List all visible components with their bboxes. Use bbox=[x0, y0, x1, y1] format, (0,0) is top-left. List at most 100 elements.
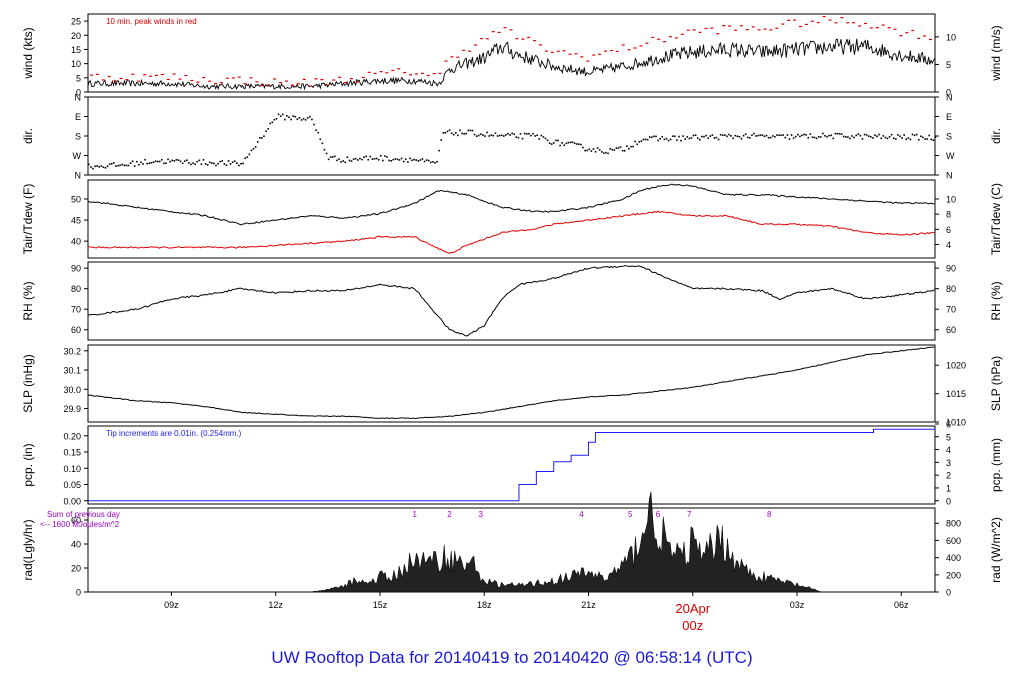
dir-point bbox=[429, 161, 432, 164]
dir-point bbox=[634, 140, 636, 143]
dir-point bbox=[204, 163, 207, 165]
dir-point bbox=[870, 136, 872, 138]
dir-point bbox=[379, 154, 382, 157]
dir-point bbox=[767, 136, 770, 139]
dir-point bbox=[227, 160, 230, 162]
dir-point bbox=[876, 135, 878, 138]
dir-point bbox=[286, 115, 288, 117]
dir-point bbox=[917, 138, 920, 141]
temp-ylabel-left: Tair/Tdew (F) bbox=[21, 184, 35, 255]
dir-point bbox=[684, 138, 687, 140]
dir-point bbox=[753, 132, 755, 135]
dir-point bbox=[582, 146, 584, 149]
dir-point bbox=[580, 143, 582, 146]
dir-point bbox=[390, 160, 392, 162]
dir-point bbox=[106, 165, 109, 168]
dir-point bbox=[817, 136, 820, 138]
dir-point bbox=[417, 160, 420, 162]
rad-marker-label: 1 bbox=[412, 510, 417, 519]
slp-left-tick-label: 30.2 bbox=[63, 346, 81, 356]
dir-point bbox=[279, 115, 282, 117]
wind-left-tick-label: 25 bbox=[71, 17, 81, 27]
dir-point bbox=[288, 116, 290, 119]
dir-point bbox=[281, 113, 284, 116]
dir-point bbox=[932, 139, 935, 142]
dir-point bbox=[455, 132, 457, 134]
dir-point bbox=[907, 137, 910, 139]
dir-point bbox=[890, 133, 893, 136]
dir-point bbox=[694, 134, 697, 136]
dir-point bbox=[304, 119, 307, 121]
dir-point bbox=[179, 160, 182, 163]
wind-series-1 bbox=[89, 16, 932, 87]
dir-point bbox=[90, 166, 92, 168]
dir-point bbox=[252, 147, 255, 150]
dir-point bbox=[127, 164, 130, 167]
dir-point bbox=[221, 160, 224, 162]
rad-marker-label: 7 bbox=[687, 510, 692, 519]
dir-point bbox=[859, 134, 862, 137]
dir-point bbox=[888, 136, 891, 138]
rad-right-tick-label: 0 bbox=[946, 588, 951, 598]
dir-point bbox=[104, 167, 107, 169]
dir-point bbox=[154, 160, 157, 163]
dir-point bbox=[125, 164, 128, 167]
dir-point bbox=[94, 165, 96, 168]
dir-point bbox=[832, 137, 835, 140]
rad-ylabel-right: rad (W/m^2) bbox=[989, 517, 1003, 583]
dir-point bbox=[803, 133, 805, 136]
dir-point bbox=[350, 160, 353, 162]
dir-point bbox=[909, 138, 912, 141]
dir-right-tick-label: N bbox=[946, 93, 953, 103]
dir-point bbox=[913, 134, 916, 137]
dir-point bbox=[265, 130, 267, 132]
dir-point bbox=[119, 164, 121, 167]
dir-point bbox=[311, 118, 313, 121]
dir-point bbox=[123, 164, 126, 167]
dir-point bbox=[671, 135, 674, 138]
dir-point bbox=[190, 163, 192, 166]
dir-point bbox=[152, 161, 155, 164]
rh-series-0 bbox=[87, 265, 935, 337]
dir-point bbox=[256, 141, 259, 143]
dir-point bbox=[110, 163, 113, 165]
dir-point bbox=[703, 135, 705, 138]
dir-point bbox=[659, 137, 661, 140]
dir-point bbox=[769, 136, 772, 139]
dir-point bbox=[561, 142, 563, 144]
rad-marker-label: 5 bbox=[628, 510, 633, 519]
dir-point bbox=[799, 135, 801, 138]
rh-ylabel-right: RH (%) bbox=[989, 281, 1003, 320]
dir-point bbox=[325, 152, 328, 155]
dir-point bbox=[628, 147, 630, 150]
dir-point bbox=[411, 159, 413, 162]
dir-point bbox=[813, 136, 816, 139]
dir-point bbox=[475, 135, 478, 137]
dir-point bbox=[915, 133, 918, 136]
dir-point bbox=[361, 158, 363, 161]
rh-right-tick-label: 70 bbox=[946, 305, 956, 315]
dir-point bbox=[815, 137, 818, 140]
dir-point bbox=[734, 134, 737, 137]
dir-point bbox=[726, 135, 728, 138]
dir-point bbox=[302, 117, 305, 120]
dir-point bbox=[532, 132, 534, 135]
dir-left-tick-label: W bbox=[73, 151, 82, 161]
dir-point bbox=[824, 134, 826, 137]
slp-right-tick-label: 1015 bbox=[946, 389, 966, 399]
dir-point bbox=[592, 148, 595, 150]
dir-point bbox=[292, 115, 294, 117]
dir-point bbox=[598, 149, 601, 151]
dir-point bbox=[92, 167, 94, 170]
slp-left-tick-label: 30.1 bbox=[63, 366, 81, 376]
dir-point bbox=[98, 166, 101, 168]
dir-point bbox=[709, 135, 712, 137]
dir-point bbox=[469, 129, 472, 132]
dir-point bbox=[238, 164, 240, 167]
dir-point bbox=[828, 134, 830, 137]
dir-point bbox=[717, 138, 720, 141]
dir-point bbox=[838, 132, 841, 135]
dir-point bbox=[471, 129, 474, 132]
rad-left-tick-label: 60 bbox=[71, 516, 81, 526]
